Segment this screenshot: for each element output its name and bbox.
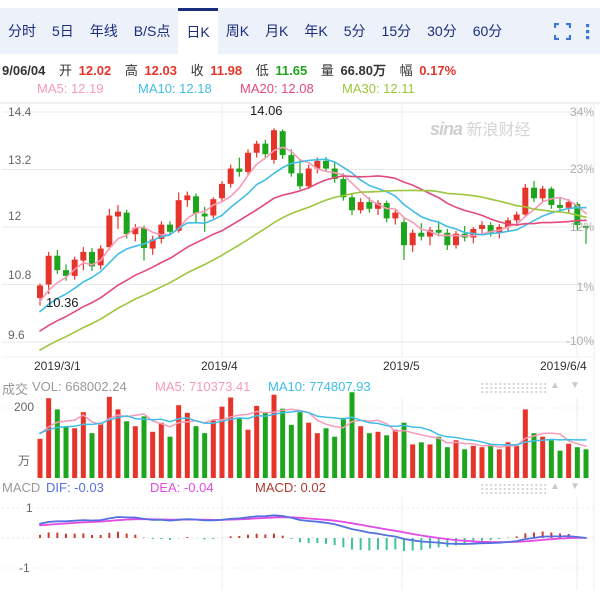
date-axis-label: 2019/6/4	[540, 359, 587, 373]
percent-axis-label: 1%	[576, 280, 594, 294]
low-label: 低	[255, 63, 269, 78]
scroll-up-icon[interactable]: ▲	[550, 380, 560, 391]
ma20-legend: MA20: 12.08	[240, 81, 314, 96]
volume-ma10-legend: MA10: 774807.93	[268, 379, 371, 394]
tab-bs-point[interactable]: B/S点	[133, 23, 171, 39]
open-value: 12.02	[78, 63, 112, 78]
macd-axis-top: 1	[26, 501, 33, 515]
price-axis-label: 14.4	[8, 105, 32, 119]
volume-ma5-legend: MA5: 710373.41	[155, 379, 251, 394]
percent-axis-label: 23%	[569, 162, 594, 176]
ma5-legend: MA5: 12.19	[37, 81, 104, 96]
dot-grid	[480, 382, 546, 393]
dif-value: DIF: -0.03	[46, 480, 104, 495]
tab-15min[interactable]: 15分	[381, 23, 412, 39]
price-axis-label: 12	[8, 209, 22, 223]
sina-watermark: sina 新浪财经	[430, 116, 531, 140]
low-annotation: 10.36	[46, 295, 79, 310]
volume-label: 量	[320, 63, 334, 78]
volume-title: 成交	[2, 382, 29, 397]
ohlc-info-bar: 9/06/04 开 12.02 高 12.03 收 11.98 低 11.65 …	[2, 60, 466, 79]
candles	[37, 128, 589, 306]
volume-axis-unit: 万	[18, 454, 31, 468]
close-label: 收	[190, 63, 204, 78]
price-axis-label: 10.8	[8, 268, 32, 282]
high-value: 12.03	[144, 63, 177, 78]
tab-60min[interactable]: 60分	[472, 23, 503, 39]
info-date: 9/06/04	[2, 63, 46, 78]
high-label: 高	[124, 63, 138, 78]
watermark-text: 新浪财经	[466, 122, 531, 139]
tab-5min[interactable]: 5分	[343, 23, 366, 39]
tab-5day[interactable]: 5日	[52, 23, 74, 39]
low-value: 11.65	[275, 63, 308, 78]
change-label: 幅	[399, 63, 413, 78]
dea-value: DEA: -0.04	[150, 480, 214, 495]
scroll-up-icon[interactable]: ▲	[550, 481, 560, 492]
percent-axis-label: -10%	[565, 334, 594, 348]
tab-year-line[interactable]: 年线	[89, 23, 118, 39]
macd-title: MACD	[2, 480, 41, 495]
scroll-down-icon[interactable]: ▼	[570, 481, 580, 492]
macd-axis-bottom: -1	[19, 561, 30, 575]
date-axis-label: 2019/4	[201, 359, 238, 373]
tab-daily-k[interactable]: 日K	[178, 8, 218, 61]
change-value: 0.17%	[419, 63, 457, 78]
macd-value: MACD: 0.02	[255, 480, 326, 495]
tab-bar: 分时 5日 年线 B/S点 日K 周K 月K 年K 5分 15分 30分 60分	[0, 8, 600, 61]
more-options-icon[interactable]	[585, 23, 590, 40]
price-axis-label: 13.2	[8, 153, 32, 167]
tab-minute[interactable]: 分时	[8, 23, 36, 39]
ma10-legend: MA10: 12.18	[138, 81, 212, 96]
tab-30min[interactable]: 30分	[427, 23, 457, 39]
high-annotation: 14.06	[250, 103, 283, 118]
date-axis-label: 2019/5	[383, 359, 420, 373]
ma30-legend: MA30: 12.11	[342, 81, 415, 96]
open-label: 开	[59, 63, 73, 78]
tab-yearly-k[interactable]: 年K	[304, 23, 328, 39]
tab-monthly-k[interactable]: 月K	[265, 23, 289, 39]
percent-axis-label: 12%	[569, 220, 594, 234]
volume-header: 成交 VOL: 668002.24 MA5: 710373.41 MA10: 7…	[0, 379, 600, 397]
volume-vol-value: VOL: 668002.24	[32, 379, 127, 394]
tab-weekly-k[interactable]: 周K	[225, 23, 250, 39]
fullscreen-icon[interactable]	[554, 22, 571, 40]
macd-header: MACD DIF: -0.03 DEA: -0.04 MACD: 0.02 ▲ …	[0, 480, 600, 497]
close-value: 11.98	[210, 63, 243, 78]
ma-legend: MA5: 12.19 MA10: 12.18 MA20: 12.08 MA30:…	[0, 81, 600, 97]
sina-logo: sina	[430, 119, 463, 139]
volume-value: 66.80万	[340, 63, 386, 78]
scroll-down-icon[interactable]: ▼	[570, 380, 580, 391]
date-axis-label: 2019/3/1	[34, 359, 81, 373]
dot-grid	[480, 483, 546, 494]
volume-axis-max: 200	[14, 400, 35, 414]
percent-axis-label: 34%	[569, 105, 594, 119]
price-axis-label: 9.6	[8, 328, 25, 342]
